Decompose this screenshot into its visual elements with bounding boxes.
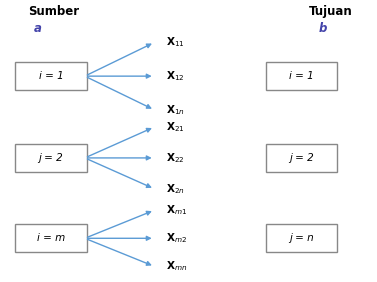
Text: j = n: j = n [289, 233, 314, 243]
Text: i = m: i = m [37, 233, 65, 243]
Text: X$_{12}$: X$_{12}$ [166, 69, 184, 83]
Text: X$_{mn}$: X$_{mn}$ [166, 260, 187, 273]
FancyBboxPatch shape [15, 62, 87, 90]
Text: X$_{22}$: X$_{22}$ [166, 151, 184, 165]
Text: Sumber: Sumber [28, 5, 80, 18]
Text: b: b [319, 22, 327, 35]
FancyBboxPatch shape [15, 224, 87, 252]
FancyBboxPatch shape [266, 224, 337, 252]
Text: X$_{1n}$: X$_{1n}$ [166, 103, 185, 117]
FancyBboxPatch shape [266, 144, 337, 172]
Text: X$_{21}$: X$_{21}$ [166, 120, 185, 134]
Text: i = 1: i = 1 [289, 71, 314, 81]
Text: X$_{m1}$: X$_{m1}$ [166, 203, 187, 217]
Text: i = 1: i = 1 [38, 71, 63, 81]
FancyBboxPatch shape [266, 62, 337, 90]
Text: Tujuan: Tujuan [309, 5, 353, 18]
Text: j = 2: j = 2 [38, 153, 63, 163]
FancyBboxPatch shape [15, 144, 87, 172]
Text: j = 2: j = 2 [289, 153, 314, 163]
Text: X$_{2n}$: X$_{2n}$ [166, 182, 185, 196]
Text: X$_{m2}$: X$_{m2}$ [166, 232, 187, 245]
Text: X$_{11}$: X$_{11}$ [166, 36, 185, 49]
Text: a: a [34, 22, 42, 35]
